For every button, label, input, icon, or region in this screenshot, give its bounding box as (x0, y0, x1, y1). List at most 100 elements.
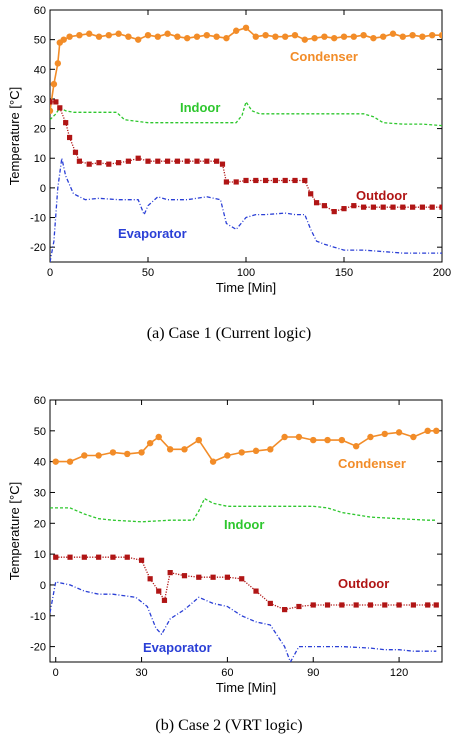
c1-series-evaporator (50, 157, 442, 262)
c1-x-tick-label: 0 (47, 267, 53, 279)
c2-outdoor-point (67, 554, 73, 560)
c2-condenser-point (324, 436, 331, 444)
c1-outdoor-line (50, 101, 442, 213)
c1-condenser-point (193, 33, 201, 40)
c2-outdoor-point (367, 602, 374, 608)
c1-outdoor-point (302, 177, 308, 184)
c2-indoor-label: Indoor (224, 517, 264, 532)
c2-condenser-point (224, 452, 231, 459)
c1-outdoor-point (76, 158, 82, 164)
c1-outdoor-point (263, 177, 269, 184)
c1-outdoor-point (439, 204, 442, 210)
c1-plot-frame (49, 9, 443, 263)
c1-outdoor-point (86, 161, 92, 167)
c1-condenser-point (282, 33, 289, 40)
c1-condenser-point (301, 36, 308, 43)
c1-series-indoor (50, 101, 442, 127)
c1-outdoor-point (341, 206, 347, 212)
c2-evaporator-line (50, 581, 437, 662)
c1-condenser-point (429, 32, 436, 39)
c2-condenser-point (395, 429, 403, 436)
c1-outdoor-point (233, 179, 239, 185)
c2-outdoor-point (296, 603, 302, 610)
c1-x-axis-label: Time [Min] (216, 280, 276, 295)
caption-case-1: (a) Case 1 (Current logic) (147, 325, 311, 342)
c2-x-tick-label: 90 (307, 667, 319, 679)
c2-outdoor-point (353, 602, 359, 608)
c1-y-tick-label: 10 (34, 153, 46, 165)
c2-outdoor-label: Outdoor (338, 576, 389, 591)
c1-y-axis-label: Temperature [°C] (7, 87, 22, 185)
c1-outdoor-point (63, 120, 69, 126)
c2-condenser-point (295, 433, 303, 441)
c1-outdoor-point (253, 177, 259, 184)
c2-outdoor-point (110, 554, 116, 560)
c1-y-tick-label: -20 (30, 242, 46, 254)
c2-condenser-point (424, 427, 431, 435)
c1-condenser-point (399, 33, 406, 40)
c1-outdoor-point (53, 99, 59, 105)
c1-condenser-point (66, 33, 73, 40)
c1-outdoor-point (50, 99, 53, 105)
c2-outdoor-point (310, 602, 316, 608)
c1-x-tick-label: 100 (237, 267, 255, 279)
c2-outdoor-point (161, 597, 168, 603)
c1-outdoor-point (361, 204, 367, 210)
c2-x-tick-label: 30 (135, 667, 147, 679)
c1-condenser-point (115, 30, 122, 37)
caption-case-2: (b) Case 2 (VRT logic) (155, 717, 302, 734)
c1-condenser-point (360, 32, 367, 39)
c1-condenser-label: Condenser (290, 49, 358, 64)
c2-y-axis-label: Temperature [°C] (7, 482, 22, 580)
c1-condenser-point (76, 32, 83, 39)
c2-outdoor-point (147, 576, 153, 582)
c2-condenser-point (410, 433, 417, 441)
c2-y-tick-label: -20 (30, 642, 46, 654)
c2-outdoor-point (124, 554, 130, 560)
c1-y-tick-label: 0 (40, 183, 46, 195)
c1-condenser-point (409, 32, 416, 39)
c2-condenser-point (267, 446, 274, 453)
c1-outdoor-label: Outdoor (356, 188, 407, 203)
c1-outdoor-point (214, 158, 220, 164)
c2-x-tick-label: 120 (390, 667, 408, 679)
c2-outdoor-point (425, 602, 431, 608)
c2-condenser-point (381, 430, 388, 438)
c1-evaporator-line (50, 157, 442, 262)
c1-condenser-point (50, 80, 58, 88)
c1-outdoor-point (313, 200, 320, 206)
c1-condenser-point (291, 32, 299, 39)
c2-outdoor-point (167, 570, 173, 576)
c1-series-outdoor (50, 99, 442, 215)
c1-outdoor-point (116, 160, 122, 166)
c2-outdoor-point (53, 554, 59, 560)
c1-condenser-point (350, 33, 357, 40)
c1-outdoor-point (223, 179, 229, 185)
c2-condenser-point (109, 449, 117, 456)
c1-outdoor-point (194, 158, 200, 164)
c2-condenser-point (81, 452, 88, 459)
c1-condenser-point (213, 33, 220, 40)
c1-condenser-point (174, 33, 181, 40)
c2-condenser-point (209, 458, 217, 465)
c1-y-tick-label: 40 (34, 64, 46, 76)
c2-condenser-point (155, 433, 162, 441)
c2-outdoor-point (433, 602, 439, 608)
c1-outdoor-point (272, 177, 278, 184)
c1-outdoor-point (125, 158, 131, 164)
c1-condenser-point (321, 33, 328, 40)
c1-condenser-point (272, 33, 279, 40)
c2-condenser-point (181, 446, 188, 453)
c1-outdoor-point (135, 155, 141, 161)
panel-case-1: 0 50 100 150 200 -20 -10 0 10 20 30 40 50 60 Time [Min… (7, 5, 451, 295)
c2-outdoor-point (138, 557, 145, 563)
c1-condenser-point (223, 34, 230, 42)
c1-condenser-point (331, 34, 338, 42)
c2-condenser-point (310, 436, 317, 444)
c1-condenser-point (95, 33, 103, 40)
c1-condenser-line (50, 26, 442, 111)
c2-outdoor-point (210, 574, 216, 580)
c1-condenser-point (154, 33, 161, 40)
c2-outdoor-point (239, 576, 245, 582)
c1-outdoor-point (400, 204, 406, 210)
